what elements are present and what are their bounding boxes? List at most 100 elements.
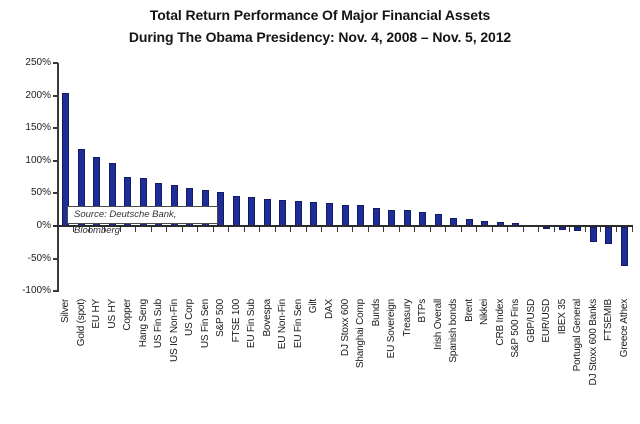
x-axis-label: DAX xyxy=(323,299,335,319)
bar xyxy=(574,227,582,231)
x-axis-tick xyxy=(181,227,183,232)
x-axis-label: Shanghai Comp xyxy=(355,299,366,369)
x-axis-label: EU Fin Sub xyxy=(246,299,258,349)
x-axis-label: FTSEMIB xyxy=(603,299,615,341)
x-axis-tick xyxy=(553,227,555,232)
x-axis-label: IBEX 35 xyxy=(556,299,568,335)
x-axis-label: Spanish bonds xyxy=(448,299,460,363)
y-axis-tick xyxy=(52,127,58,130)
x-axis-label: DJ Stoxx 600 Banks xyxy=(587,299,599,386)
y-axis-tick-label: -50% xyxy=(27,252,51,264)
x-axis-label: Brent xyxy=(463,299,475,322)
bar xyxy=(543,227,551,229)
x-axis-label: EU Fin Sen xyxy=(292,299,304,349)
x-axis-tick xyxy=(538,227,540,232)
bar xyxy=(558,227,566,230)
x-axis-tick xyxy=(445,227,447,232)
x-axis-tick xyxy=(243,227,245,232)
x-axis-tick xyxy=(491,227,493,232)
x-axis-label: Greece Athex xyxy=(618,299,630,358)
bar xyxy=(263,199,271,226)
y-axis-line xyxy=(57,63,59,292)
x-axis-label: Hang Seng xyxy=(137,299,149,348)
bar xyxy=(325,202,333,226)
x-axis-tick xyxy=(166,227,168,232)
x-axis-tick xyxy=(135,227,137,232)
bar xyxy=(248,197,256,226)
x-axis-tick xyxy=(197,227,199,232)
y-axis-tick xyxy=(52,62,58,65)
x-axis-label: US Fin Sen xyxy=(199,299,211,349)
x-axis-tick xyxy=(150,227,152,232)
x-axis-label: Gilt xyxy=(308,299,320,314)
x-axis-label: Irish Overall xyxy=(432,299,444,350)
y-axis-tick xyxy=(52,290,58,293)
x-axis-tick xyxy=(615,227,617,232)
x-axis-tick xyxy=(88,227,90,232)
x-axis-label: Portugal General xyxy=(572,299,584,372)
bar xyxy=(388,209,396,226)
y-axis-tick-label: 200% xyxy=(25,89,51,101)
y-axis-tick-label: 0% xyxy=(36,220,51,231)
x-axis-tick xyxy=(460,227,462,232)
x-axis-tick xyxy=(631,227,633,232)
x-axis-tick xyxy=(584,227,586,232)
x-axis-tick xyxy=(352,227,354,232)
x-axis-label: Treasury xyxy=(401,299,413,337)
bar xyxy=(419,211,427,226)
x-axis-tick xyxy=(259,227,261,232)
x-axis-tick xyxy=(274,227,276,232)
y-axis-tick-label: 250% xyxy=(25,57,51,69)
x-axis-label: S&P 500 Fins xyxy=(510,299,522,358)
chart-title-line2: During The Obama Presidency: Nov. 4, 200… xyxy=(128,29,512,45)
x-axis-tick xyxy=(383,227,385,232)
y-axis-tick-label: 50% xyxy=(30,187,51,199)
bar xyxy=(294,201,302,226)
x-axis-label: DJ Stoxx 600 xyxy=(339,299,351,357)
x-axis-tick xyxy=(522,227,524,232)
bar xyxy=(605,227,613,244)
x-axis-tick xyxy=(290,227,292,232)
y-axis-tick xyxy=(52,159,58,162)
y-axis-tick-label: 150% xyxy=(25,122,51,134)
bar xyxy=(589,227,597,242)
bar xyxy=(357,205,364,226)
x-axis-label: CRB Index xyxy=(494,299,506,346)
x-axis-tick xyxy=(398,227,400,232)
x-axis-label: EUR/USD xyxy=(541,299,553,343)
x-axis-label: Copper xyxy=(122,299,134,331)
x-axis-label: FTSE 100 xyxy=(230,299,242,343)
bar xyxy=(341,204,349,226)
x-axis-label: Bunds xyxy=(370,299,382,327)
x-axis-tick xyxy=(73,227,74,232)
x-axis-label: EU Non-Fin xyxy=(277,299,289,350)
x-axis-line xyxy=(53,225,633,227)
x-axis-tick xyxy=(305,227,307,232)
bar xyxy=(372,208,380,226)
x-axis-tick xyxy=(212,227,214,232)
bar xyxy=(279,199,287,226)
x-axis-tick xyxy=(600,227,602,232)
x-axis-tick xyxy=(429,227,431,232)
x-axis-tick xyxy=(104,227,106,232)
y-axis-tick xyxy=(52,94,58,97)
bar xyxy=(217,192,225,226)
x-axis-label: US Fin Sub xyxy=(153,299,165,349)
x-axis-label: GBP/USD xyxy=(525,299,537,343)
x-axis-label: Bovespa xyxy=(261,299,273,337)
x-axis-tick xyxy=(476,227,478,232)
source-note: Source: Deutsche Bank, Bloomberg xyxy=(67,206,218,236)
x-axis-label: Nikkei xyxy=(479,299,491,326)
y-axis-tick xyxy=(52,257,58,260)
x-axis-tick xyxy=(336,227,338,232)
x-axis-tick xyxy=(119,227,121,232)
x-axis-tick xyxy=(414,227,416,232)
x-axis-label: US HY xyxy=(106,299,118,329)
x-axis-label: Gold (spot) xyxy=(75,299,87,347)
bar xyxy=(620,227,628,267)
x-axis-tick xyxy=(367,227,369,232)
x-axis-label: US Corp xyxy=(184,299,196,336)
bar xyxy=(310,201,318,226)
x-axis-tick xyxy=(228,227,230,232)
